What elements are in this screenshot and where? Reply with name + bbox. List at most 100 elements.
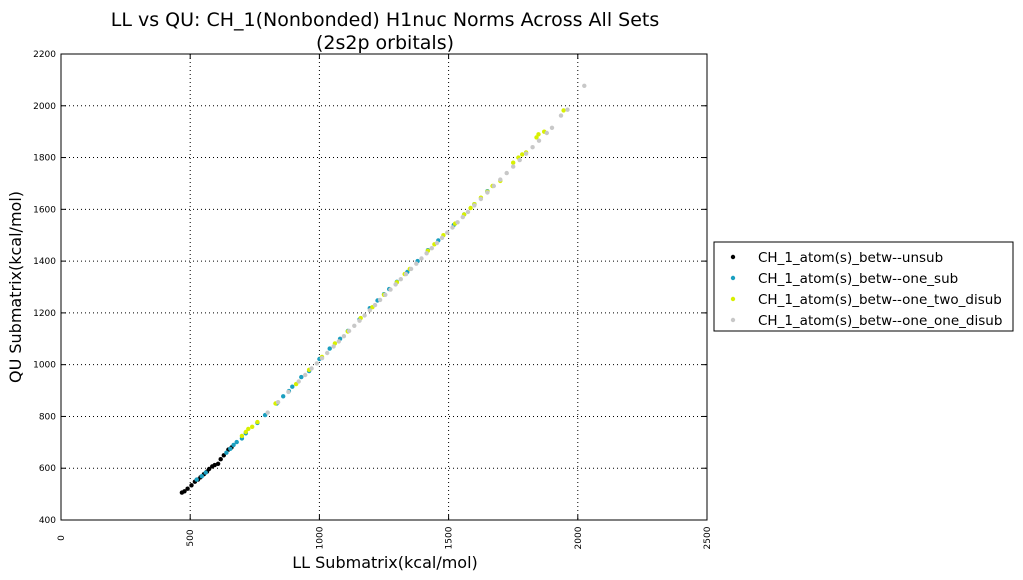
chart-title-line-2: (2s2p orbitals) xyxy=(316,32,454,54)
series-1-point xyxy=(212,462,217,468)
series-3-point xyxy=(243,429,248,435)
legend-label-3: CH_1_atom(s)_betw--one_two_disub xyxy=(758,292,1002,308)
series-4-point xyxy=(455,220,460,225)
series-4-point xyxy=(265,410,270,415)
series-4-point xyxy=(549,125,555,130)
series-4-point xyxy=(398,277,403,282)
series-4-point xyxy=(377,297,383,303)
series-2-point xyxy=(203,470,208,475)
series-2-point xyxy=(224,450,229,455)
data-points xyxy=(179,83,587,495)
series-4-point xyxy=(439,235,445,240)
series-3-point xyxy=(255,419,260,425)
chart-title-line-1: LL vs QU: CH_1(Nonbonded) H1nuc Norms Ac… xyxy=(111,9,660,31)
y-tick-label: 1600 xyxy=(33,205,56,215)
series-2-point xyxy=(234,439,239,445)
x-tick-label: 2500 xyxy=(703,526,713,549)
series-4-point xyxy=(445,230,450,235)
y-tick-label: 2200 xyxy=(33,50,56,60)
series-4-point xyxy=(582,83,587,89)
series-4-point xyxy=(429,246,434,251)
y-tick-label: 400 xyxy=(39,516,56,526)
series-4-point xyxy=(336,339,341,344)
series-4-point xyxy=(408,266,414,272)
series-4-point xyxy=(434,240,440,246)
x-tick-label: 1000 xyxy=(315,526,325,549)
series-4-point xyxy=(498,177,503,182)
y-tick-label: 1400 xyxy=(33,257,56,267)
legend-label-1: CH_1_atom(s)_betw--unsub xyxy=(758,250,943,266)
y-tick-label: 1000 xyxy=(33,361,56,371)
series-2-point xyxy=(194,477,199,482)
series-4-point xyxy=(544,130,549,136)
y-tick-label: 800 xyxy=(39,412,56,422)
series-4-point xyxy=(558,113,564,118)
series-3-point xyxy=(250,424,255,429)
series-2-point xyxy=(299,374,304,380)
series-4-point xyxy=(388,287,393,292)
y-tick-label: 1200 xyxy=(33,309,56,319)
series-1-point xyxy=(218,457,223,462)
legend-label-4: CH_1_atom(s)_betw--one_one_disub xyxy=(758,313,1002,329)
series-3-point xyxy=(511,160,516,165)
series-4-point xyxy=(530,145,535,150)
series-4-point xyxy=(403,271,409,277)
series-4-point xyxy=(303,372,308,378)
legend-marker-2 xyxy=(730,275,736,281)
x-tick-label: 500 xyxy=(186,529,196,546)
legend-marker-4 xyxy=(730,317,736,323)
series-4-point xyxy=(346,328,352,334)
series-4-point xyxy=(485,190,490,195)
series-1-point xyxy=(182,489,187,494)
series-4-point xyxy=(424,251,429,256)
series-4-point xyxy=(286,389,291,395)
series-3-point xyxy=(468,205,473,211)
legend: CH_1_atom(s)_betw--unsub CH_1_atom(s)_bet… xyxy=(713,241,1014,332)
series-1-point xyxy=(189,483,194,488)
x-tick-label: 0 xyxy=(57,535,67,541)
series-4-point xyxy=(472,203,477,208)
series-2-point xyxy=(199,474,204,479)
series-4-point xyxy=(419,256,424,261)
x-tick-label: 1500 xyxy=(445,526,455,549)
series-4-point xyxy=(309,366,314,371)
series-2-point xyxy=(231,442,236,448)
y-tick-label: 1800 xyxy=(33,154,56,164)
series-4-point xyxy=(491,183,496,189)
legend-box xyxy=(713,241,1014,332)
series-4-point xyxy=(341,334,347,339)
series-4-point xyxy=(372,302,378,308)
series-4-point xyxy=(319,356,325,361)
series-4-point xyxy=(275,400,281,405)
series-1-point xyxy=(206,466,212,472)
series-4-point xyxy=(357,318,362,323)
series-4-point xyxy=(393,282,398,287)
series-4-point xyxy=(460,214,465,220)
series-3-point xyxy=(561,108,566,113)
x-axis-label: LL Submatrix(kcal/mol) xyxy=(292,553,478,572)
y-tick-label: 2000 xyxy=(33,102,56,112)
series-3-point xyxy=(520,152,525,157)
legend-marker-3 xyxy=(730,296,736,302)
series-4-point xyxy=(314,361,319,366)
y-axis-label: QU Submatrix(kcal/mol) xyxy=(6,191,25,383)
series-4-point xyxy=(565,107,570,112)
series-4-point xyxy=(352,323,357,328)
series-4-point xyxy=(523,151,529,156)
grid-lines xyxy=(61,54,707,520)
series-4-point xyxy=(517,157,522,163)
series-4-point xyxy=(296,379,301,384)
plot-area-frame xyxy=(60,53,708,521)
series-3-point xyxy=(239,433,245,439)
series-4-point xyxy=(325,350,330,356)
axis-ticks: 0 500 1000 1500 2000 2500 400 600 800 1000 1200 140… xyxy=(33,50,713,549)
series-4-point xyxy=(511,164,516,169)
series-4-point xyxy=(450,225,455,230)
series-4-point xyxy=(536,138,542,143)
series-4-point xyxy=(362,313,367,318)
series-2-point xyxy=(290,384,295,389)
series-4-point xyxy=(367,308,372,313)
series-4-point xyxy=(478,196,484,202)
series-4-point xyxy=(383,292,388,297)
